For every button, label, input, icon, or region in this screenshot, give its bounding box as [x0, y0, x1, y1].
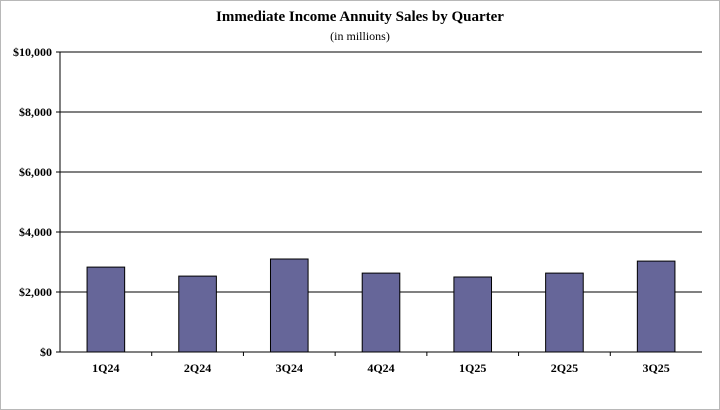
y-tick-label: $6,000 [19, 165, 52, 179]
x-tick-label: 1Q24 [92, 361, 119, 375]
x-tick-label: 3Q25 [642, 361, 669, 375]
x-tick-label: 1Q25 [459, 361, 486, 375]
y-tick-label: $4,000 [19, 225, 52, 239]
bar-3Q24 [269, 258, 309, 353]
y-tick-label: $8,000 [19, 105, 52, 119]
bar-1Q25 [453, 276, 493, 353]
chart-title: Immediate Income Annuity Sales by Quarte… [216, 9, 504, 25]
bar-1Q24 [86, 266, 126, 353]
x-tick-label: 4Q24 [367, 361, 394, 375]
bar-3Q25 [636, 260, 676, 353]
x-tick-label: 2Q24 [184, 361, 211, 375]
y-tick-label: $2,000 [19, 285, 52, 299]
bar-2Q24 [178, 275, 217, 353]
x-tick-label: 2Q25 [551, 361, 578, 375]
y-tick-label: $10,000 [13, 45, 52, 59]
y-tick-label: $0 [40, 345, 52, 359]
bar-4Q24 [361, 272, 401, 353]
chart-subtitle: (in millions) [330, 29, 390, 43]
bar-2Q25 [545, 272, 584, 353]
x-tick-label: 3Q24 [276, 361, 303, 375]
